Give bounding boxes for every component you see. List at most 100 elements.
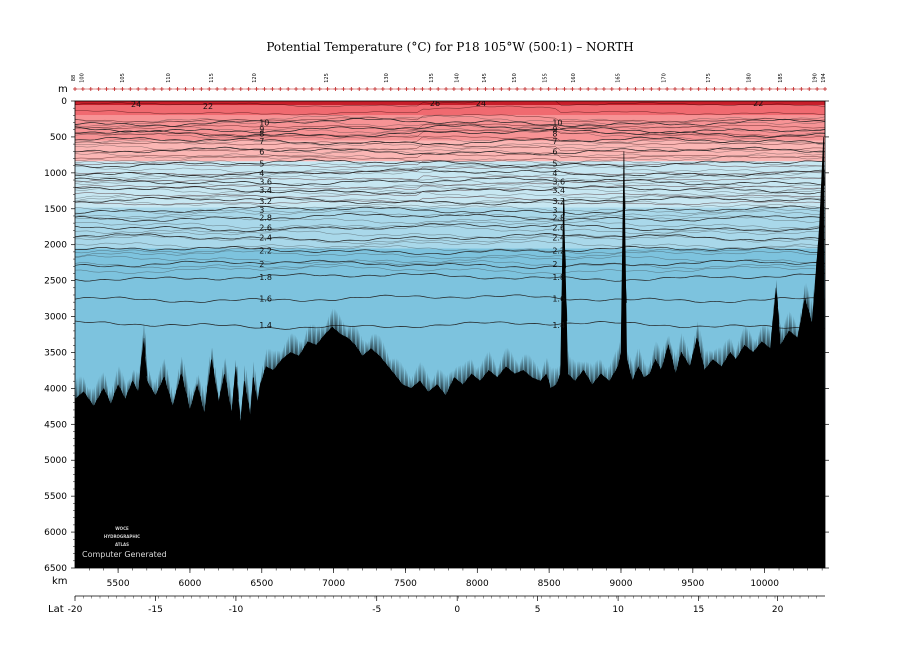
- isotherm-line: [75, 259, 825, 269]
- isotherm-minor-line: [75, 154, 825, 164]
- isotherm-line: [75, 136, 825, 146]
- thermocline-line: [75, 182, 825, 190]
- isotherm-label: 5: [259, 160, 264, 169]
- latitude-axis-label: Lat: [48, 604, 64, 615]
- isotherm-label: 3: [552, 206, 557, 215]
- surface-isotherm-label: 22: [753, 99, 763, 108]
- station-label: 165: [616, 73, 622, 83]
- isotherm-minor-line: [75, 185, 825, 194]
- isotherm-label: 2.2: [259, 246, 272, 255]
- isotherm-minor-line: [75, 245, 825, 254]
- distance-tick-label: 9500: [681, 579, 704, 589]
- isotherm-label: 2.2: [552, 246, 565, 255]
- chart-axes: 0500100015002000250030003500400045005000…: [44, 73, 829, 615]
- isotherm-minor-line: [75, 205, 825, 215]
- isotherm-minor-line: [75, 190, 825, 199]
- isotherm-label: 2: [552, 260, 557, 269]
- logo-line-1: WOCE: [115, 526, 129, 531]
- depth-tick-label: 6000: [44, 528, 67, 538]
- depth-tick-label: 5500: [44, 492, 67, 502]
- isotherm-label: 9: [259, 125, 264, 134]
- isotherm-label: 6: [259, 147, 264, 156]
- isotherm-line: [75, 246, 825, 255]
- isotherm-line: [75, 196, 825, 206]
- isotherm-line: [75, 128, 825, 138]
- isotherm-label: 3: [259, 206, 264, 215]
- station-label: 130: [384, 73, 390, 83]
- isotherm-minor-line: [75, 220, 825, 229]
- isotherm-label: 4: [259, 169, 264, 178]
- isotherm-minor-line: [75, 129, 825, 139]
- isotherm-label: 5: [552, 160, 557, 169]
- latitude-tick-label: -15: [148, 605, 163, 615]
- thermocline-line: [75, 114, 825, 123]
- depth-tick-label: 1000: [44, 169, 67, 179]
- thermocline-line: [75, 105, 825, 116]
- isotherm-minor-line: [75, 260, 825, 270]
- logo-line-3: ATLAS: [115, 542, 129, 547]
- temperature-band: [75, 207, 825, 249]
- thermocline-line: [75, 166, 825, 176]
- distance-tick-label: 7000: [322, 579, 345, 589]
- distance-tick-label: 8000: [466, 579, 489, 589]
- depth-tick-label: 3000: [44, 313, 67, 323]
- isotherm-minor-line: [75, 150, 825, 159]
- station-label: 135: [429, 73, 435, 83]
- thermocline-line: [75, 158, 825, 168]
- station-label: 160: [571, 73, 577, 83]
- station-label: 190: [812, 73, 818, 83]
- depth-tick-label: 3500: [44, 348, 67, 358]
- thermocline-line: [75, 123, 825, 130]
- depth-tick-label: 2000: [44, 241, 67, 251]
- depth-tick-label: 500: [50, 133, 67, 143]
- isotherm-label: 2.8: [552, 213, 565, 222]
- isotherm-line: [75, 320, 825, 330]
- isotherm-minor-line: [75, 225, 825, 235]
- isotherm-label: 4: [552, 169, 557, 178]
- isotherm-label: 2: [259, 260, 264, 269]
- isotherm-line: [75, 158, 825, 168]
- station-label: 100: [80, 73, 86, 83]
- woce-logo: WOCE HYDROGRAPHIC ATLAS Computer Generat…: [82, 526, 167, 559]
- isotherm-line: [75, 294, 825, 303]
- station-label: 185: [778, 73, 784, 83]
- isotherm-label: 1.4: [552, 321, 565, 330]
- thermocline-line: [75, 196, 825, 206]
- station-label: 115: [209, 73, 215, 83]
- seafloor-profile: [75, 136, 825, 568]
- station-label: 110: [166, 73, 172, 83]
- depth-tick-label: 6500: [44, 564, 67, 574]
- distance-tick-label: 7500: [394, 579, 417, 589]
- isotherm-line: [75, 118, 825, 128]
- isotherm-minor-line: [75, 124, 825, 134]
- isotherm-minor-line: [75, 134, 825, 144]
- depth-tick-label: 4500: [44, 420, 67, 430]
- station-label: 145: [482, 73, 488, 83]
- station-label: 88: [71, 75, 77, 81]
- surface-isotherm-label: 24: [131, 100, 141, 109]
- station-label: 180: [746, 73, 752, 83]
- distance-unit-label: km: [52, 576, 68, 587]
- plot-frame: [74, 100, 826, 569]
- isotherm-line: [75, 205, 825, 215]
- latitude-tick-label: 10: [612, 605, 624, 615]
- latitude-tick-label: 15: [693, 605, 704, 615]
- station-label: 140: [455, 73, 461, 83]
- temperature-band: [75, 105, 825, 116]
- isotherm-label: 1.4: [259, 321, 272, 330]
- isotherm-label: 2.8: [259, 213, 272, 222]
- isotherm-label: 3.6: [259, 177, 272, 186]
- latitude-tick-label: 20: [772, 605, 784, 615]
- isotherm-minor-line: [75, 200, 825, 209]
- isotherm-label: 1.6: [259, 295, 272, 304]
- isotherm-label: 1.6: [552, 295, 565, 304]
- isotherm-label: 10: [259, 119, 269, 128]
- computer-generated-label: Computer Generated: [82, 550, 167, 559]
- isotherm-label: 7: [552, 137, 557, 146]
- isotherm-label: 8: [259, 129, 264, 138]
- isotherm-line: [75, 223, 825, 233]
- station-label: 170: [662, 73, 668, 83]
- temperature-band: [75, 140, 825, 162]
- isotherm-minor-line: [75, 139, 825, 149]
